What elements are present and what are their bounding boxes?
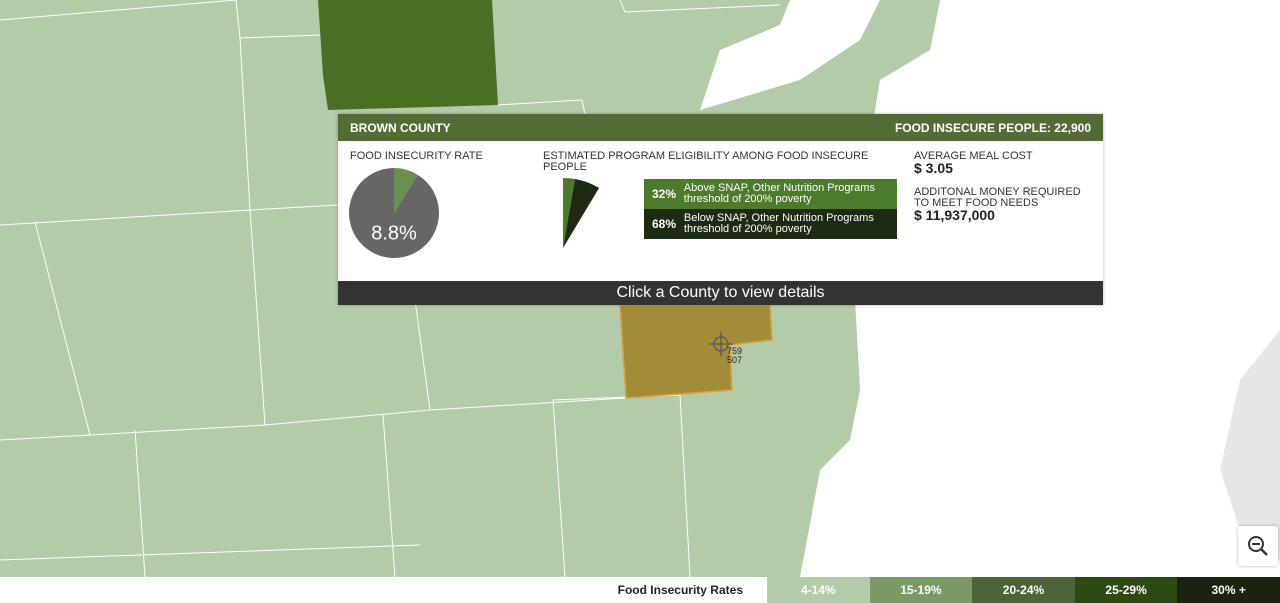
food-insecure-people: FOOD INSECURE PEOPLE: 22,900 — [894, 120, 1091, 135]
legend-bin: 25-29% — [1074, 577, 1178, 603]
legend-title: Food Insecurity Rates — [0, 577, 767, 603]
segment-value: 32% — [652, 187, 677, 201]
tooltip-footer: Click a County to view details — [338, 281, 1103, 305]
segment-value: 68% — [652, 217, 677, 231]
cursor-label: 759 — [727, 346, 742, 356]
segment-text: Below SNAP, Other Nutrition Programs thr… — [683, 212, 874, 235]
meal-cost-label: AVERAGE MEAL COST — [914, 150, 1033, 162]
segment-row: 68% Below SNAP, Other Nutrition Programs… — [644, 209, 897, 239]
legend-bin: 30% + — [1177, 577, 1280, 603]
fan-wedge — [563, 178, 576, 248]
legend-bin: 15-19% — [869, 577, 973, 603]
rate-value: 8.8% — [371, 222, 417, 244]
cursor — [709, 332, 733, 356]
tooltip-header: BROWN COUNTY FOOD INSECURE PEOPLE: 22,90… — [338, 114, 1103, 141]
money-value: $ 11,937,000 — [914, 207, 995, 223]
eligibility-label: ESTIMATED PROGRAM ELIGIBILITY AMONG FOOD… — [543, 150, 869, 173]
legend-bin: 20-24% — [972, 577, 1075, 603]
county-borders — [0, 0, 780, 577]
meal-cost-value: $ 3.05 — [914, 160, 953, 176]
legend: Food Insecurity Rates 4-14% 15-19% 20-24% 2… — [0, 577, 1280, 603]
segment-text: Above SNAP, Other Nutrition Programs thr… — [683, 182, 875, 205]
rate-label: FOOD INSECURITY RATE — [350, 150, 483, 162]
land-east — [1220, 330, 1280, 560]
pie-wedge — [394, 168, 418, 213]
tooltip: BROWN COUNTY FOOD INSECURE PEOPLE: 22,90… — [338, 114, 1103, 305]
selected-county[interactable] — [619, 304, 773, 399]
zoom-icon — [1248, 536, 1268, 556]
segment-row: 32% Above SNAP, Other Nutrition Programs… — [644, 179, 897, 209]
cursor-label: 507 — [727, 355, 742, 365]
fan-wedge — [563, 179, 600, 248]
county-highlight[interactable] — [318, 0, 498, 110]
pie-charts: 8.8% — [349, 168, 600, 258]
county-name: BROWN COUNTY — [350, 120, 451, 135]
legend-bin: 4-14% — [767, 577, 870, 603]
money-label: ADDITONAL MONEY REQUIRED TO MEET FOOD NE… — [914, 186, 1081, 209]
zoom-out-button[interactable] — [1238, 526, 1278, 566]
